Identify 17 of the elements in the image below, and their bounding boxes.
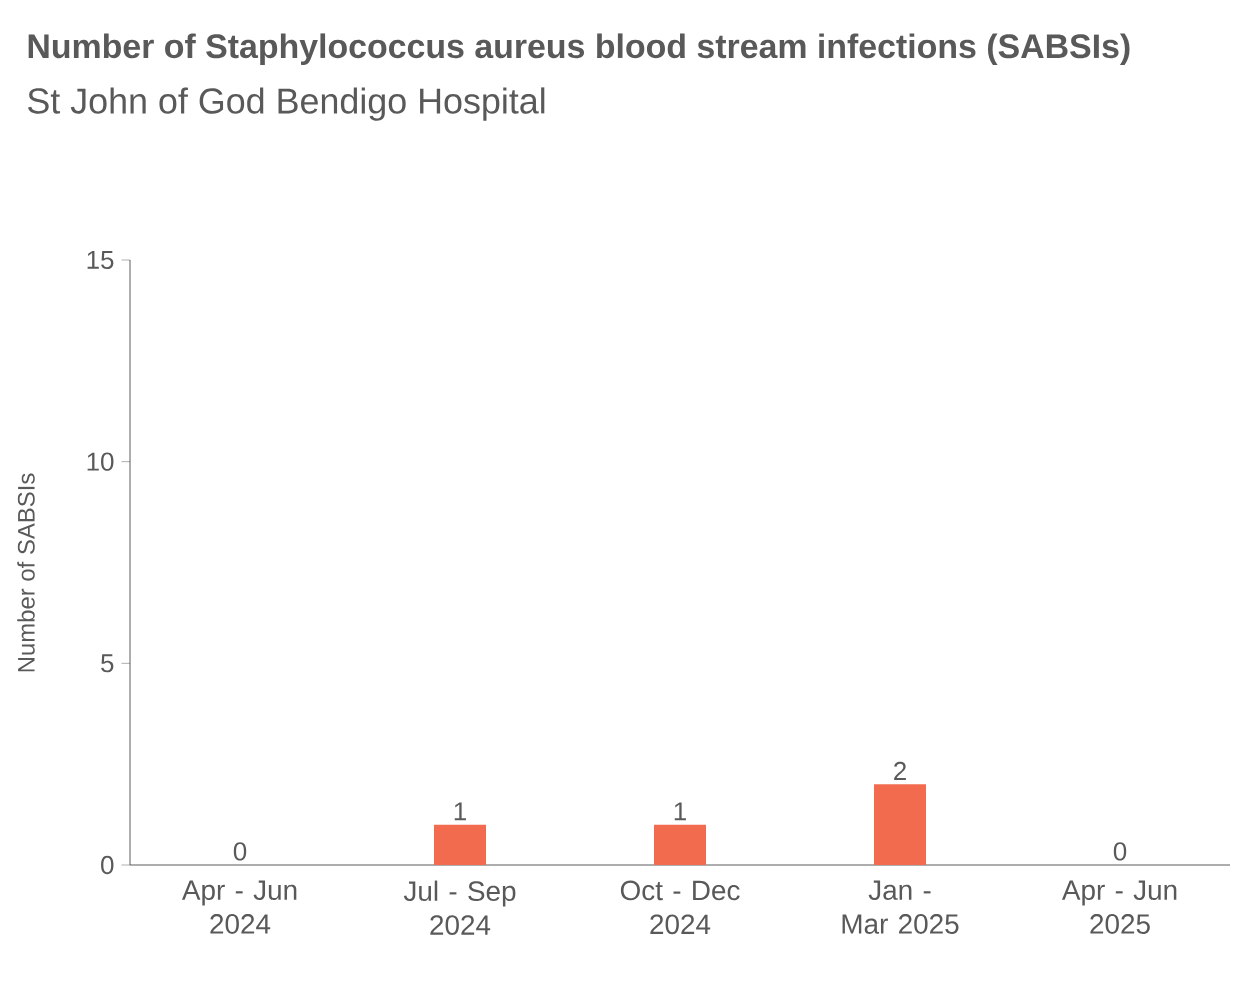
- x-tick-label: Apr - Jun 2025: [1061, 880, 1177, 934]
- x-tick-label: Apr - Jun 2024: [181, 880, 297, 934]
- y-tick-label: 0: [101, 855, 114, 875]
- data-label: 0: [233, 842, 247, 861]
- data-label: 1: [674, 802, 686, 821]
- y-tick-label: 15: [87, 250, 114, 270]
- data-label: 2: [894, 761, 906, 780]
- data-label: 0: [1113, 842, 1127, 861]
- y-tick-label: 10: [87, 452, 114, 471]
- y-tick-label: 5: [101, 654, 114, 673]
- x-tick-label: Oct - Dec 2024: [620, 880, 740, 935]
- data-label: 1: [454, 802, 466, 821]
- chart-title: Number of Staphylococcus aureus blood stream infections (SABSIs): [28, 33, 1130, 65]
- y-axis-title: Number of SABSIs: [17, 473, 35, 672]
- x-tick-label: Jul - Sep 2024: [403, 880, 516, 935]
- x-tick-label: Jan - Mar 2025: [842, 880, 959, 934]
- chart-subtitle: St John of God Bendigo Hospital: [28, 87, 545, 121]
